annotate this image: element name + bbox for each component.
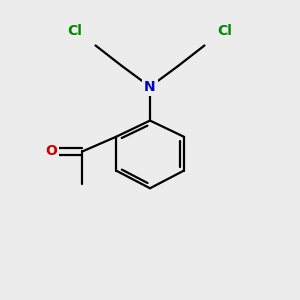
Text: N: N	[144, 80, 156, 94]
Text: O: O	[45, 145, 57, 158]
Text: Cl: Cl	[68, 24, 82, 38]
Text: Cl: Cl	[218, 24, 232, 38]
